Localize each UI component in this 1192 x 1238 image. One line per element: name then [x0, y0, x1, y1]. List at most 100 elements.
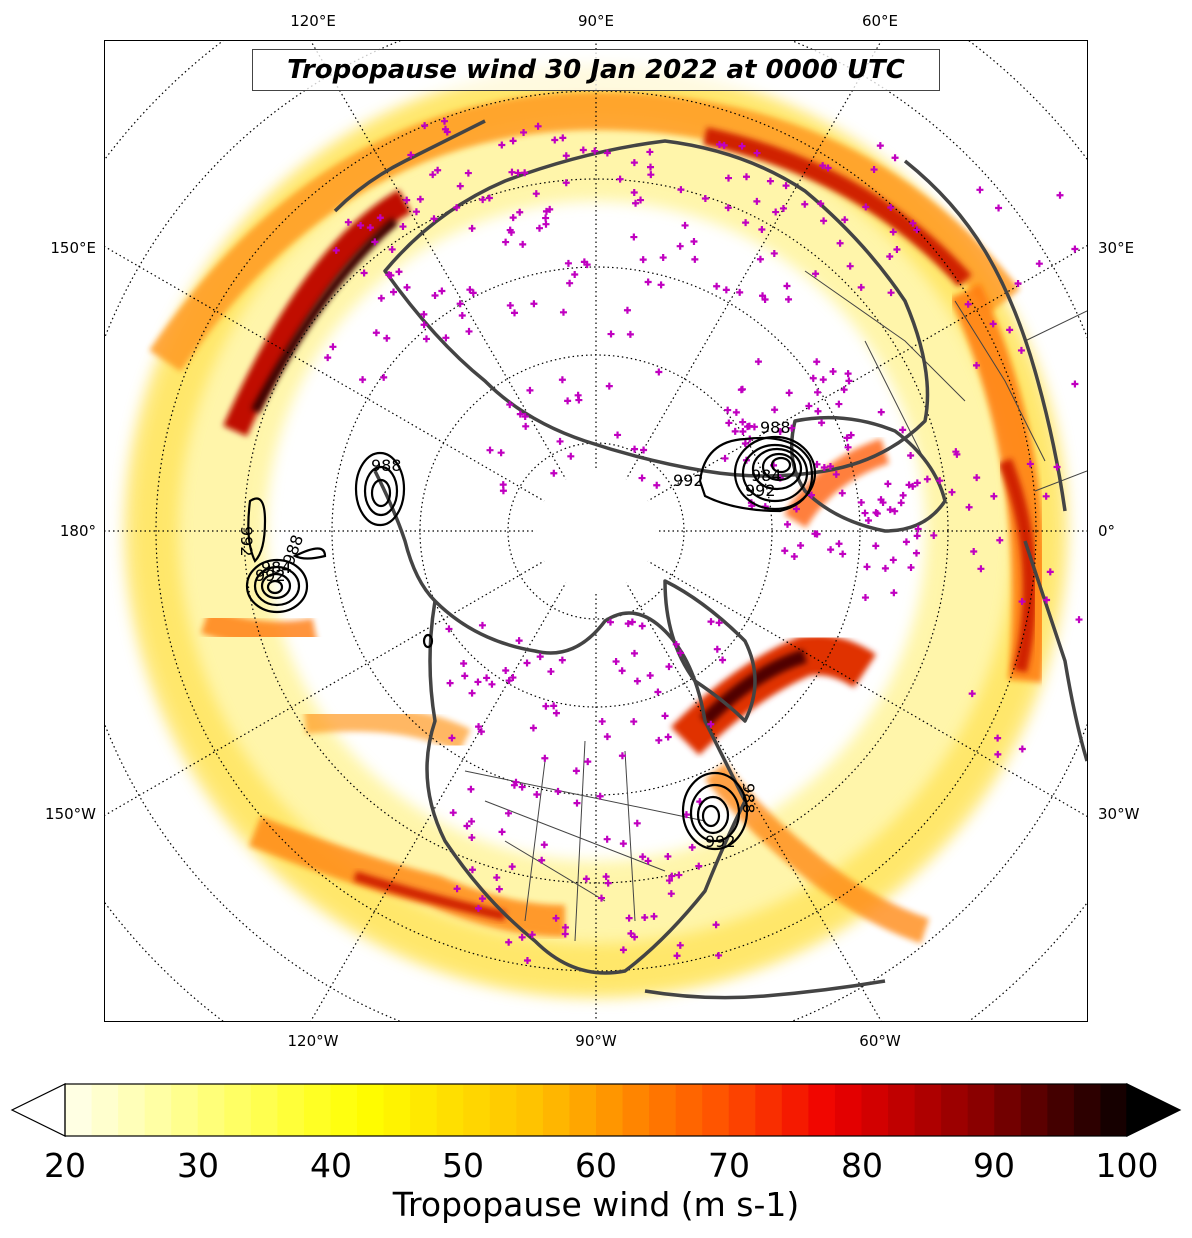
station-marker — [561, 930, 569, 938]
station-marker — [676, 242, 684, 250]
station-marker — [819, 376, 827, 384]
station-marker — [630, 718, 638, 726]
contour-label: 988 — [371, 456, 402, 475]
station-marker — [948, 488, 956, 496]
station-marker — [550, 469, 558, 477]
colorbar-cell — [967, 1084, 995, 1136]
colorbar-cell — [91, 1084, 119, 1136]
station-marker — [430, 215, 438, 223]
station-marker — [638, 622, 646, 630]
colorbar-cell — [808, 1084, 836, 1136]
station-marker — [1035, 260, 1043, 268]
station-marker — [676, 649, 684, 657]
station-marker — [466, 286, 474, 294]
station-marker — [909, 219, 917, 227]
station-marker — [995, 204, 1003, 212]
station-marker — [431, 292, 439, 300]
station-marker — [905, 481, 913, 489]
station-marker — [499, 487, 507, 495]
station-marker — [914, 525, 922, 533]
station-marker — [902, 538, 910, 546]
station-marker — [552, 914, 560, 922]
contour-label: 992 — [673, 471, 704, 490]
colorbar-cell — [994, 1084, 1022, 1136]
station-marker — [913, 226, 921, 234]
colorbar-cell — [542, 1084, 571, 1136]
colorbar-cell — [463, 1084, 491, 1136]
station-marker — [1071, 380, 1079, 388]
station-marker — [603, 835, 611, 843]
station-marker — [864, 517, 872, 525]
station-marker — [630, 649, 638, 657]
station-marker — [759, 292, 767, 300]
station-marker — [912, 549, 920, 557]
station-marker — [835, 540, 843, 548]
station-marker — [522, 422, 530, 430]
station-marker — [930, 531, 938, 539]
station-marker — [676, 941, 684, 949]
station-marker — [562, 152, 570, 160]
station-marker — [366, 224, 374, 232]
station-marker — [540, 841, 548, 849]
station-marker — [838, 489, 846, 497]
colorbar-cell — [516, 1084, 544, 1136]
station-marker — [753, 197, 761, 205]
polar-stereographic-map: 992 988 984 992 988 992 984 988 992 988 … — [105, 41, 1087, 1021]
station-marker — [477, 728, 485, 736]
station-marker — [953, 450, 961, 458]
colorbar-cell — [65, 1084, 93, 1136]
station-marker — [360, 269, 368, 277]
colorbar-cell — [834, 1084, 863, 1136]
station-marker — [412, 208, 420, 216]
station-marker — [845, 377, 853, 385]
station-marker — [547, 668, 555, 676]
lon-label-top-120e: 120°E — [290, 12, 336, 30]
station-marker — [844, 443, 852, 451]
station-marker — [502, 238, 510, 246]
station-marker — [861, 509, 869, 517]
station-marker — [630, 188, 638, 196]
station-marker — [403, 283, 411, 291]
station-marker — [653, 481, 661, 489]
station-marker — [619, 840, 627, 848]
station-marker — [383, 334, 391, 342]
station-marker — [691, 255, 699, 263]
station-marker — [602, 873, 610, 881]
station-marker — [567, 452, 575, 460]
station-marker — [814, 388, 822, 396]
station-marker — [1071, 245, 1079, 253]
station-marker — [558, 656, 566, 664]
colorbar-outline — [64, 1083, 1128, 1137]
colorbar-cell — [569, 1084, 597, 1136]
colorbar-cell — [728, 1084, 756, 1136]
station-marker — [781, 547, 789, 555]
station-marker — [619, 946, 627, 954]
lon-label-right-0: 0° — [1098, 522, 1116, 540]
station-marker — [399, 223, 407, 231]
station-marker — [994, 750, 1002, 758]
station-marker — [460, 659, 468, 667]
station-marker — [783, 282, 791, 290]
station-marker — [551, 136, 559, 144]
station-marker — [664, 852, 672, 860]
station-marker — [713, 282, 721, 290]
station-marker — [464, 169, 472, 177]
station-marker — [623, 306, 631, 314]
station-marker — [913, 479, 921, 487]
station-marker — [832, 470, 840, 478]
colorbar-cell — [357, 1084, 385, 1136]
station-marker — [817, 200, 825, 208]
station-marker — [535, 224, 543, 232]
station-marker — [596, 792, 604, 800]
station-marker — [541, 754, 549, 762]
station-marker — [923, 475, 931, 483]
station-marker — [715, 619, 723, 627]
station-marker — [673, 952, 681, 960]
station-marker — [395, 268, 403, 276]
station-marker — [846, 262, 854, 270]
colorbar-cell — [118, 1084, 146, 1136]
station-marker — [626, 330, 634, 338]
station-marker — [632, 199, 640, 207]
station-marker — [672, 640, 680, 648]
station-marker — [631, 445, 639, 453]
